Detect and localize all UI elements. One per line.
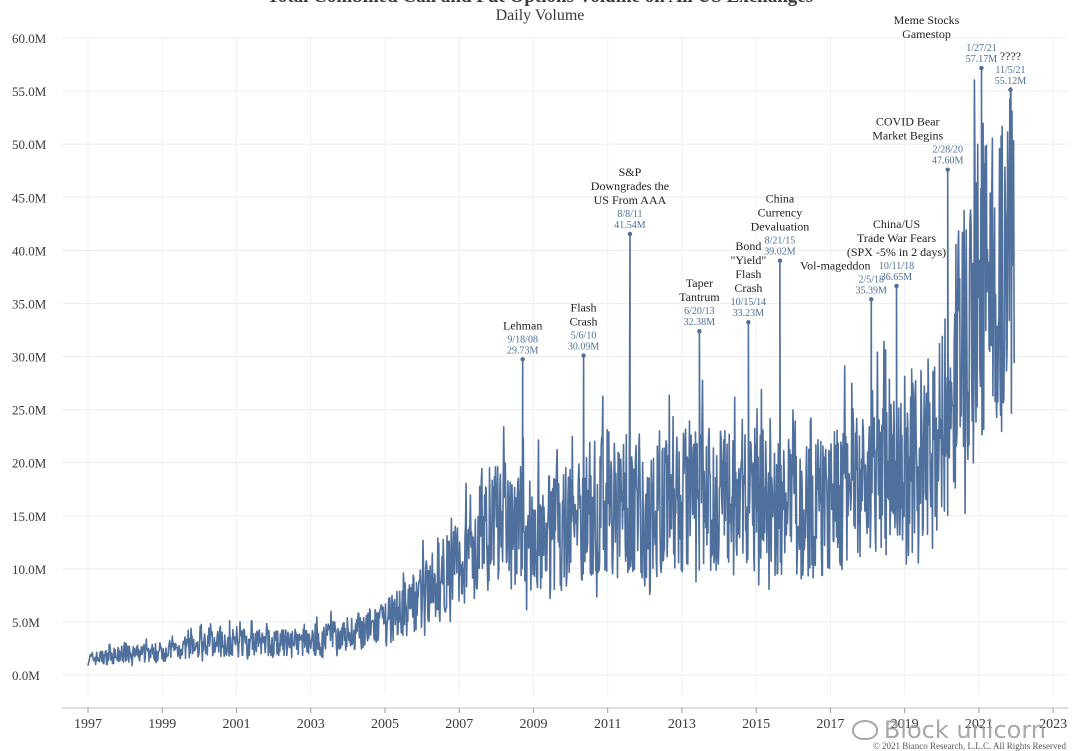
y-tick-label: 10.0M: [12, 562, 47, 577]
y-tick-label: 40.0M: [12, 243, 47, 258]
event-annotation: Currency: [758, 206, 803, 220]
event-annotation: COVID Bear: [876, 115, 940, 129]
event-annotation: Meme Stocks: [894, 13, 960, 27]
peak-value-label: 36.65M: [881, 272, 913, 283]
x-tick-label: 2013: [668, 717, 696, 732]
x-tick-label: 2009: [519, 717, 547, 732]
peak-value-label: 57.17M: [966, 54, 998, 65]
peak-marker: [1008, 87, 1013, 93]
peak-date-label: 11/5/21: [995, 65, 1025, 76]
event-annotation: Flash: [571, 301, 597, 315]
peak-value-label: 30.09M: [568, 342, 600, 353]
peak-marker: [777, 258, 783, 263]
copyright-notice: © 2021 Bianco Research, L.L.C. All Right…: [872, 741, 1066, 751]
peak-value-label: 41.54M: [614, 220, 646, 231]
peak-value-label: 29.73M: [507, 345, 539, 356]
watermark: Block unicorn: [851, 716, 1046, 744]
chart-title: Total Combined Call and Put Options Volu…: [0, 0, 1080, 8]
y-tick-label: 60.0M: [12, 31, 47, 46]
event-annotation: Trade War Fears: [857, 231, 936, 245]
x-tick-label: 2015: [742, 717, 770, 732]
peak-date-label: 8/21/15: [765, 236, 796, 247]
peak-date-label: 8/8/11: [617, 209, 642, 220]
y-tick-label: 45.0M: [12, 190, 47, 205]
peak-date-label: 10/15/14: [731, 297, 767, 308]
x-tick-label: 2019: [891, 717, 919, 732]
chart-subtitle: Daily Volume: [495, 7, 585, 24]
event-annotation: China/US: [873, 217, 920, 231]
peak-marker: [894, 283, 899, 289]
peak-marker: [520, 357, 525, 362]
y-tick-label: 35.0M: [12, 296, 47, 311]
event-annotation: Flash: [735, 267, 761, 281]
x-tick-label: 2011: [594, 717, 621, 732]
peak-marker: [945, 167, 950, 172]
y-tick-label: 25.0M: [12, 403, 47, 418]
peak-value-label: 39.02M: [764, 247, 796, 258]
y-tick-label: 0.0M: [12, 668, 40, 683]
x-tick-label: 1997: [74, 717, 102, 732]
event-annotation: China: [766, 192, 795, 206]
x-tick-label: 2001: [222, 717, 250, 732]
event-annotation: Vol-mageddon: [800, 258, 870, 272]
peak-date-label: 5/6/10: [571, 331, 597, 342]
peak-value-label: 35.39M: [856, 285, 888, 296]
x-tick-label: 2003: [297, 717, 325, 732]
x-tick-label: 2023: [1039, 717, 1067, 732]
peak-value-label: 33.23M: [733, 308, 765, 319]
y-tick-label: 55.0M: [12, 84, 47, 99]
x-tick-label: 1999: [148, 717, 176, 732]
peak-date-label: 9/18/08: [507, 334, 538, 345]
peak-date-label: 10/11/18: [879, 261, 914, 272]
watermark-text: Block unicorn: [883, 716, 1046, 744]
peak-marker: [869, 297, 874, 302]
peak-date-label: 6/20/13: [684, 306, 715, 317]
x-tick-label: 2007: [445, 717, 473, 732]
event-annotation: Taper: [686, 276, 713, 290]
y-tick-label: 5.0M: [12, 615, 40, 630]
peak-value-label: 55.12M: [995, 76, 1027, 87]
peak-marker: [746, 320, 751, 325]
event-annotation: US From AAA: [594, 193, 667, 207]
wechat-icon: [851, 720, 878, 740]
y-tick-label: 15.0M: [12, 509, 47, 524]
peak-date-label: 2/5/18: [858, 274, 884, 285]
peak-value-label: 47.60M: [932, 156, 964, 167]
peak-date-label: 2/28/20: [932, 145, 963, 156]
peak-marker: [979, 65, 984, 71]
event-annotation: Gamestop: [902, 27, 951, 41]
event-annotation: Devaluation: [751, 220, 810, 234]
event-annotation: Lehman: [503, 318, 542, 332]
x-tick-label: 2021: [965, 717, 993, 732]
peak-marker: [697, 329, 702, 334]
y-tick-label: 20.0M: [12, 456, 47, 471]
y-tick-label: 30.0M: [12, 350, 47, 365]
event-annotation: (SPX -5% in 2 days): [847, 245, 946, 259]
volume-series-line: [87, 67, 1015, 667]
peak-marker: [627, 231, 633, 237]
event-annotation: Bond: [735, 239, 761, 253]
event-annotation: Market Begins: [872, 129, 943, 143]
peak-marker: [581, 353, 586, 358]
x-tick-label: 2017: [816, 717, 844, 732]
event-annotation: ????: [1000, 49, 1021, 63]
event-annotation: Downgrades the: [591, 179, 669, 193]
event-annotation: Crash: [570, 315, 598, 329]
event-annotation: "Yield": [730, 253, 766, 267]
peak-date-label: 1/27/21: [966, 43, 997, 54]
event-annotation: S&P: [619, 165, 642, 179]
x-tick-label: 2005: [371, 717, 399, 732]
peak-value-label: 32.38M: [684, 317, 716, 328]
event-annotation: Crash: [734, 281, 762, 295]
y-tick-label: 50.0M: [12, 137, 47, 152]
event-annotation: Tantrum: [679, 290, 720, 304]
